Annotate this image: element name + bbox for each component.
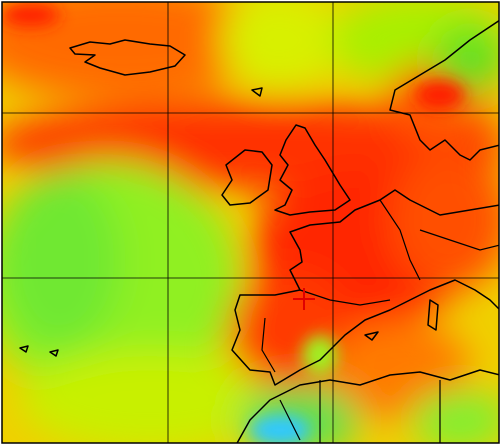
location-marker	[293, 288, 315, 310]
coast-azores	[19, 345, 59, 357]
coast-britain	[274, 124, 351, 216]
coast-africa	[236, 369, 499, 443]
border-pyrenees	[299, 289, 391, 306]
coast-island	[251, 87, 263, 97]
borders	[261, 199, 499, 443]
coast-continent	[231, 189, 499, 386]
coast-balearic	[364, 331, 379, 341]
coast-iceland	[69, 39, 186, 76]
border-alps	[419, 229, 499, 251]
coast-corsica	[427, 299, 439, 331]
field-detail	[2, 3, 465, 443]
coastlines	[19, 19, 499, 443]
coast-ireland	[221, 149, 273, 206]
border-portugal	[261, 317, 276, 373]
coast-scandinavia	[389, 19, 499, 161]
border-east	[379, 199, 421, 281]
border-africa	[279, 380, 441, 443]
